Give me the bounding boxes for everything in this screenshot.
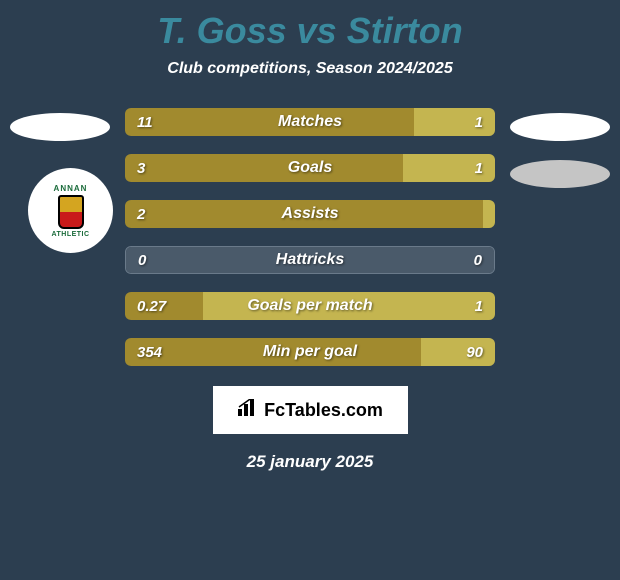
stat-left-bar: 11 xyxy=(125,108,414,136)
stat-left-value: 0.27 xyxy=(137,298,166,315)
stat-row: 2 Assists xyxy=(125,200,495,228)
player1-ellipse xyxy=(10,113,110,141)
badge-shield-icon xyxy=(58,195,84,229)
badge-text-bottom: ATHLETIC xyxy=(51,231,89,238)
stat-left-value: 3 xyxy=(137,160,145,177)
chart-icon xyxy=(237,399,259,422)
player2-ellipse xyxy=(510,113,610,141)
player2-name: Stirton xyxy=(347,10,463,51)
date-text: 25 january 2025 xyxy=(10,452,610,472)
watermark-text: FcTables.com xyxy=(264,400,383,421)
vs-text: vs xyxy=(297,10,337,51)
stat-left-value: 2 xyxy=(137,206,145,223)
stat-row: 0 0 Hattricks xyxy=(125,246,495,274)
stat-left-value: 354 xyxy=(137,344,162,361)
stat-label: Min per goal xyxy=(263,343,357,361)
stat-label: Hattricks xyxy=(276,251,344,269)
badge-text-top: ANNAN xyxy=(54,184,88,193)
comparison-title: T. Goss vs Stirton xyxy=(0,10,620,52)
stat-left-value: 11 xyxy=(137,114,153,131)
stat-right-value: 90 xyxy=(466,344,483,361)
stat-right-value: 1 xyxy=(475,160,483,177)
stat-row: 0.27 1 Goals per match xyxy=(125,292,495,320)
main-container: T. Goss vs Stirton Club competitions, Se… xyxy=(0,0,620,580)
stat-left-bar: 3 xyxy=(125,154,403,182)
stat-right-value: 1 xyxy=(475,298,483,315)
stat-right-value: 0 xyxy=(474,252,482,269)
stat-right-bar: 90 xyxy=(421,338,495,366)
player2-ellipse2 xyxy=(510,160,610,188)
stat-label: Goals xyxy=(288,159,332,177)
stat-label: Assists xyxy=(282,205,339,223)
stat-row: 354 90 Min per goal xyxy=(125,338,495,366)
stat-label: Goals per match xyxy=(247,297,372,315)
stat-right-bar: 1 xyxy=(414,108,495,136)
club-badge: ANNAN ATHLETIC xyxy=(28,168,113,253)
stat-right-bar xyxy=(483,200,495,228)
watermark: FcTables.com xyxy=(213,386,408,434)
stat-right-bar: 1 xyxy=(403,154,496,182)
stat-left-bar: 0.27 xyxy=(125,292,203,320)
stat-left-value: 0 xyxy=(138,252,146,269)
stat-right-value: 1 xyxy=(475,114,483,131)
subtitle: Club competitions, Season 2024/2025 xyxy=(0,60,620,78)
stat-row: 111Matches xyxy=(125,108,495,136)
comparison-area: ANNAN ATHLETIC 111Matches31Goals2Assists… xyxy=(0,108,620,472)
stat-label: Matches xyxy=(278,113,342,131)
stat-row: 3 1 Goals xyxy=(125,154,495,182)
stats-bars: 111Matches31Goals2Assists00Hattricks0.27… xyxy=(125,108,495,366)
player1-name: T. Goss xyxy=(157,10,286,51)
